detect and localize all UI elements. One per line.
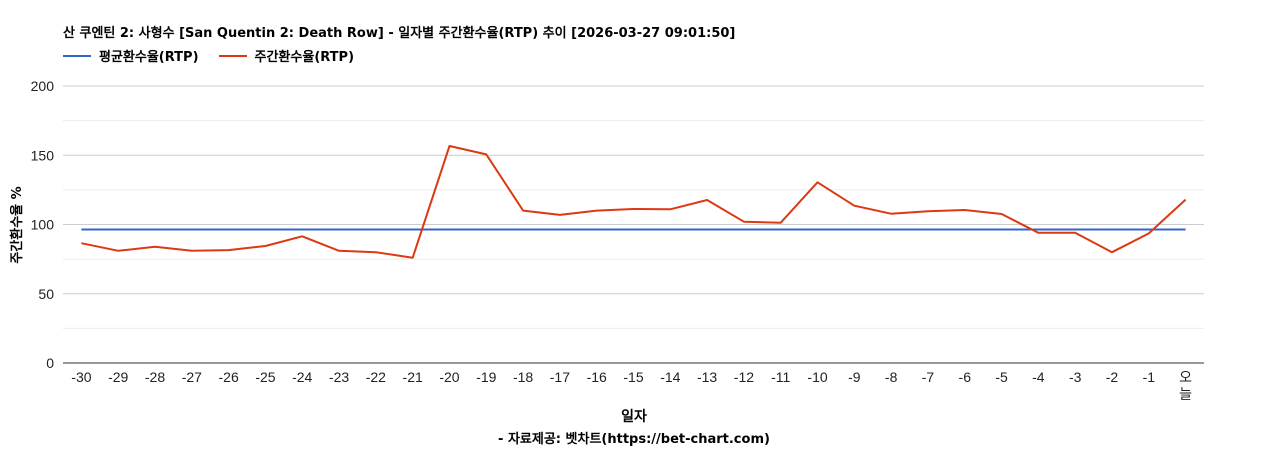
legend-swatch-average	[63, 54, 91, 57]
gridlines	[63, 85, 1204, 364]
legend-label-average: 평균환수율(RTP)	[99, 50, 199, 65]
x-tick-label: -24	[292, 369, 312, 385]
y-tick-label: 100	[31, 217, 55, 233]
legend-item-average[interactable]: 평균환수율(RTP)	[63, 46, 199, 65]
x-tick-label: -8	[885, 369, 898, 385]
y-tick-label: 50	[38, 286, 54, 302]
x-tick-label: -1	[1143, 369, 1156, 385]
legend-swatch-weekly	[218, 54, 247, 57]
x-tick-label: -26	[219, 369, 239, 385]
x-tick-label: -30	[71, 369, 91, 385]
series-lines	[81, 145, 1187, 259]
y-tick-label: 200	[31, 78, 55, 94]
x-tick-label: -15	[623, 369, 643, 385]
x-tick-label: -7	[922, 369, 935, 385]
y-axis-ticks: 0 50 100 150 200	[31, 78, 55, 371]
x-tick-label: -19	[476, 369, 496, 385]
x-tick-label: -10	[807, 369, 827, 385]
x-tick-label: -12	[734, 369, 754, 385]
x-tick-label: -2	[1106, 369, 1119, 385]
legend: 평균환수율(RTP) 주간환수율(RTP)	[63, 46, 354, 65]
x-tick-label: -5	[995, 369, 1008, 385]
x-tick-label: -23	[329, 369, 349, 385]
x-tick-label: -18	[513, 369, 533, 385]
x-tick-label: -14	[660, 369, 680, 385]
x-tick-label: -6	[959, 369, 972, 385]
y-axis-label: 주간환수율 %	[10, 186, 25, 264]
x-tick-label: -16	[587, 369, 607, 385]
x-tick-label: -29	[108, 369, 128, 385]
x-tick-label: -20	[439, 369, 459, 385]
x-tick-label: -11	[771, 369, 790, 385]
x-tick-label: -4	[1032, 369, 1045, 385]
x-tick-label: 늘	[1179, 386, 1192, 402]
x-tick-label: -25	[255, 369, 275, 385]
x-tick-label: -21	[403, 369, 423, 385]
x-tick-label: -22	[366, 369, 386, 385]
y-tick-label: 150	[31, 147, 55, 163]
weekly-rtp-line[interactable]	[81, 145, 1187, 259]
x-tick-label: -13	[697, 369, 717, 385]
x-tick-label: -3	[1069, 369, 1082, 385]
chart-title: 산 쿠엔틴 2: 사형수 [San Quentin 2: Death Row] …	[63, 26, 736, 41]
data-credit: - 자료제공: 벳차트(https://bet-chart.com)	[498, 432, 770, 447]
x-tick-label: -17	[550, 369, 570, 385]
x-tick-label: 오	[1179, 369, 1192, 385]
x-axis-label: 일자	[621, 409, 647, 425]
legend-label-weekly: 주간환수율(RTP)	[254, 50, 355, 65]
legend-item-weekly[interactable]: 주간환수율(RTP)	[218, 46, 355, 65]
y-tick-label: 0	[46, 355, 54, 371]
x-tick-label: -27	[182, 369, 202, 385]
x-tick-label: -9	[848, 369, 861, 385]
x-tick-label: -28	[145, 369, 165, 385]
x-axis-ticks: -30 -29 -28 -27 -26 -25 -24 -23 -22 -21 -20 -19 -18 -…	[71, 369, 1192, 402]
